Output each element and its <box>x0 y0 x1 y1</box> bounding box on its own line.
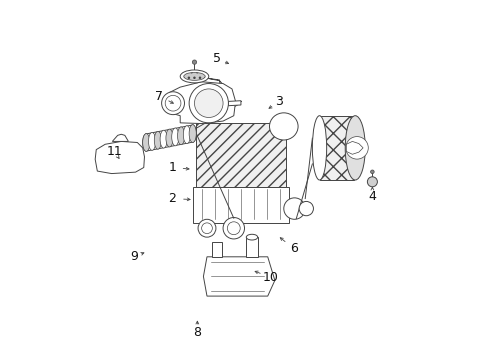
Text: 11: 11 <box>106 145 122 158</box>
Circle shape <box>366 177 377 187</box>
Polygon shape <box>192 187 288 223</box>
Text: 10: 10 <box>262 271 278 284</box>
Polygon shape <box>112 134 128 141</box>
Ellipse shape <box>165 129 173 147</box>
Polygon shape <box>196 123 285 187</box>
Polygon shape <box>346 141 363 154</box>
Ellipse shape <box>154 131 161 149</box>
Ellipse shape <box>269 113 298 140</box>
Ellipse shape <box>171 128 179 146</box>
Text: 2: 2 <box>168 192 176 205</box>
Ellipse shape <box>189 125 196 143</box>
Text: 6: 6 <box>289 242 297 255</box>
Polygon shape <box>95 141 144 174</box>
Bar <box>319 116 353 180</box>
Text: 5: 5 <box>212 52 220 65</box>
Ellipse shape <box>177 127 184 145</box>
Polygon shape <box>203 257 274 296</box>
Circle shape <box>345 136 367 159</box>
Circle shape <box>192 60 196 64</box>
Circle shape <box>201 223 212 234</box>
Polygon shape <box>228 101 241 106</box>
Ellipse shape <box>160 130 167 148</box>
Ellipse shape <box>246 234 257 240</box>
Circle shape <box>227 222 240 235</box>
Bar <box>212 242 222 257</box>
Ellipse shape <box>180 70 208 83</box>
Circle shape <box>194 89 223 117</box>
Text: 4: 4 <box>367 190 376 203</box>
Circle shape <box>223 217 244 239</box>
Text: 7: 7 <box>155 90 163 103</box>
Circle shape <box>198 219 216 237</box>
Ellipse shape <box>183 72 205 80</box>
Circle shape <box>162 92 184 114</box>
Ellipse shape <box>345 116 365 180</box>
Ellipse shape <box>142 134 149 152</box>
Ellipse shape <box>312 116 326 180</box>
Text: 8: 8 <box>193 327 201 339</box>
Ellipse shape <box>148 132 155 150</box>
Text: 3: 3 <box>275 95 283 108</box>
Ellipse shape <box>183 126 190 144</box>
Circle shape <box>189 84 228 123</box>
Bar <box>246 237 257 257</box>
Circle shape <box>299 202 313 216</box>
Polygon shape <box>183 78 230 113</box>
Text: 9: 9 <box>129 250 138 263</box>
Text: 1: 1 <box>168 161 176 174</box>
Polygon shape <box>165 82 235 123</box>
Circle shape <box>370 170 373 174</box>
Circle shape <box>165 95 181 111</box>
Circle shape <box>283 198 305 219</box>
